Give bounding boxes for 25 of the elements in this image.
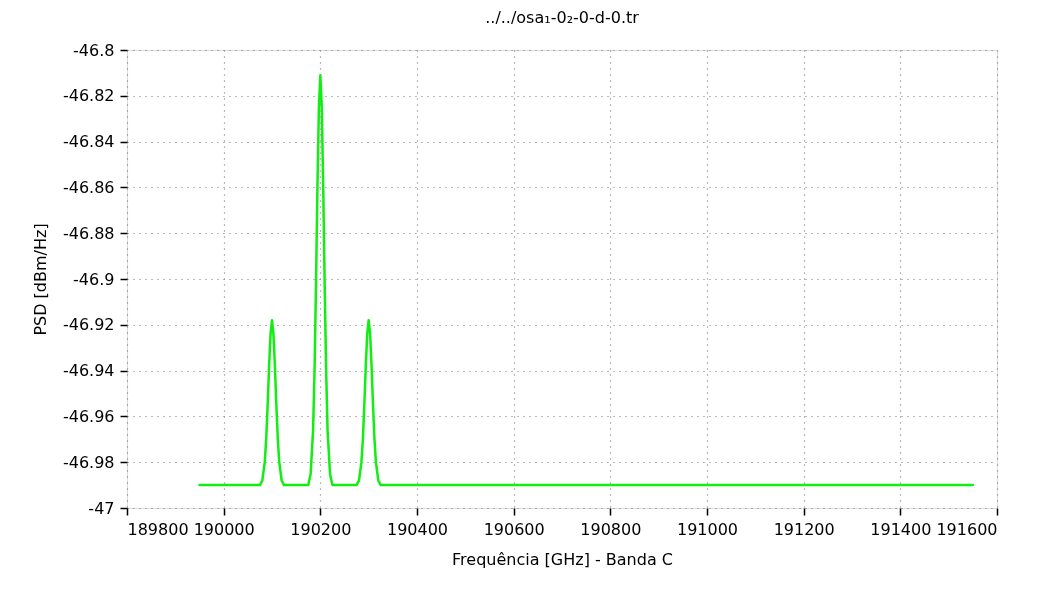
- x-axis-title: Frequência [GHz] - Banda C: [452, 549, 673, 569]
- x-tick-label: 191400: [870, 519, 932, 539]
- x-tick-label: 191000: [676, 519, 739, 539]
- chart-title: ../../osa₁-0₂-0-d-0.tr: [485, 8, 640, 27]
- y-tick-label: -46.92: [62, 315, 115, 335]
- y-tick-label: -46.82: [62, 86, 115, 106]
- x-tick-label: 190200: [290, 519, 352, 539]
- y-tick-label: -47: [88, 498, 115, 518]
- y-tick-label: -46.98: [62, 452, 115, 472]
- y-tick-label: -46.94: [62, 361, 115, 381]
- x-tick-label: 190000: [193, 519, 255, 539]
- y-tick-label: -46.86: [62, 177, 115, 197]
- x-tick-label: 191200: [773, 519, 835, 539]
- x-tick-label: 190800: [580, 519, 642, 539]
- y-tick-label: -46.84: [62, 132, 115, 152]
- y-tick-label: -46.96: [62, 406, 115, 426]
- y-tick-label: -46.88: [62, 223, 115, 243]
- y-tick-label: -46.9: [73, 269, 115, 289]
- x-tick-label: 190400: [386, 519, 449, 539]
- x-tick-label: 190600: [483, 519, 545, 539]
- x-tick-label: 189800: [127, 519, 189, 539]
- x-tick-label: 191600: [936, 519, 998, 539]
- line-series: [198, 73, 975, 487]
- y-axis-title: PSD [dBm/Hz]: [30, 223, 50, 336]
- y-tick-label: -46.8: [73, 40, 115, 60]
